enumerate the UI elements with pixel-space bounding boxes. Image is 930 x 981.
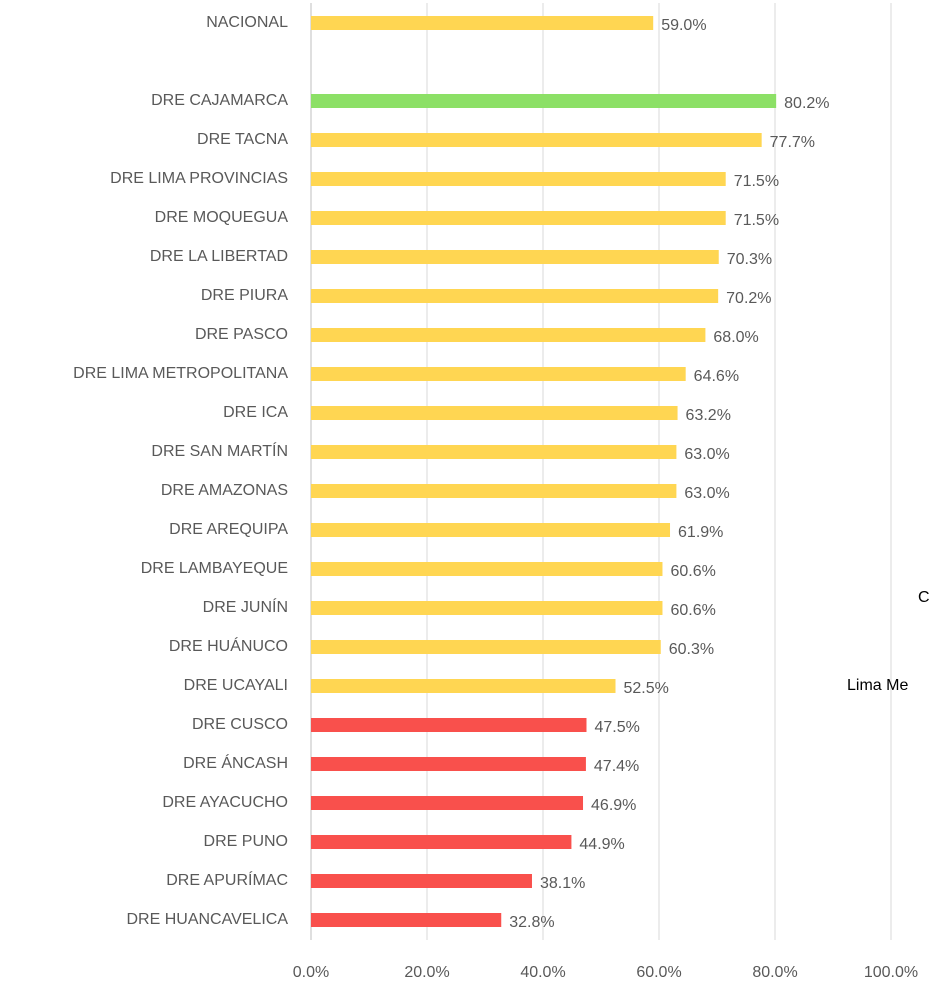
bar: [311, 679, 616, 693]
value-label: 61.9%: [678, 524, 723, 541]
y-tick-label: DRE CUSCO: [192, 716, 288, 733]
y-tick-label: DRE HUÁNUCO: [169, 636, 288, 655]
value-label: 64.6%: [694, 368, 739, 385]
value-label: 44.9%: [579, 836, 624, 853]
y-tick-label: DRE PUNO: [204, 833, 288, 850]
bar: [311, 835, 572, 849]
y-tick-label: DRE JUNÍN: [203, 597, 288, 616]
annotation: C: [918, 589, 930, 606]
y-tick-label: DRE PIURA: [201, 287, 288, 304]
y-tick-label: DRE MOQUEGUA: [155, 209, 289, 226]
y-tick-label: DRE PASCO: [195, 326, 288, 343]
value-label: 52.5%: [624, 680, 669, 697]
y-tick-label: DRE SAN MARTÍN: [151, 441, 288, 460]
y-tick-label: DRE UCAYALI: [184, 677, 288, 694]
y-tick-label: DRE APURÍMAC: [166, 870, 288, 889]
bar: [311, 289, 719, 303]
y-tick-label: DRE LA LIBERTAD: [150, 248, 288, 265]
bar: [311, 406, 678, 420]
value-label: 32.8%: [509, 914, 554, 931]
y-tick-label: DRE ÁNCASH: [183, 753, 288, 772]
value-label: 60.6%: [670, 602, 715, 619]
y-tick-label: NACIONAL: [206, 14, 288, 31]
value-label: 63.0%: [684, 485, 729, 502]
x-tick-label: 0.0%: [293, 964, 329, 981]
bar: [311, 601, 663, 615]
bar: [311, 484, 677, 498]
value-label: 77.7%: [770, 134, 815, 151]
y-tick-label: DRE AYACUCHO: [162, 794, 288, 811]
bar: [311, 94, 777, 108]
value-label: 60.6%: [670, 563, 715, 580]
value-label: 63.0%: [684, 446, 729, 463]
value-label: 38.1%: [540, 875, 585, 892]
bar: [311, 250, 719, 264]
bar: [311, 133, 762, 147]
x-tick-label: 100.0%: [864, 964, 918, 981]
y-tick-label: DRE HUANCAVELICA: [126, 911, 288, 928]
y-tick-label: DRE LIMA METROPOLITANA: [73, 365, 288, 382]
y-tick-label: DRE CAJAMARCA: [151, 92, 288, 109]
x-tick-label: 40.0%: [520, 964, 565, 981]
value-label: 80.2%: [784, 95, 829, 112]
y-tick-label: DRE TACNA: [197, 131, 288, 148]
bar: [311, 562, 663, 576]
y-tick-label: DRE AREQUIPA: [169, 521, 288, 538]
value-label: 59.0%: [661, 17, 706, 34]
bar: [311, 757, 586, 771]
bar: [311, 328, 706, 342]
bar: [311, 523, 671, 537]
value-label: 71.5%: [734, 173, 779, 190]
bar: [311, 367, 686, 381]
bar: [311, 640, 661, 654]
value-label: 70.2%: [726, 290, 771, 307]
x-tick-label: 20.0%: [404, 964, 449, 981]
bar: [311, 874, 532, 888]
bar: [311, 445, 677, 459]
y-tick-label: DRE LAMBAYEQUE: [141, 560, 288, 577]
bar: [311, 16, 654, 30]
annotation: Lima Me: [847, 677, 908, 694]
x-tick-label: 60.0%: [636, 964, 681, 981]
value-label: 46.9%: [591, 797, 636, 814]
bar: [311, 211, 726, 225]
value-label: 71.5%: [734, 212, 779, 229]
y-tick-label: DRE LIMA PROVINCIAS: [110, 170, 288, 187]
bar: [311, 796, 584, 810]
bar: [311, 172, 726, 186]
value-label: 63.2%: [686, 407, 731, 424]
value-label: 70.3%: [727, 251, 772, 268]
value-label: 68.0%: [713, 329, 758, 346]
bar: [311, 718, 587, 732]
bar: [311, 913, 502, 927]
value-label: 47.5%: [595, 719, 640, 736]
x-tick-label: 80.0%: [752, 964, 797, 981]
y-tick-label: DRE AMAZONAS: [161, 482, 288, 499]
y-tick-label: DRE ICA: [223, 404, 288, 421]
value-label: 47.4%: [594, 758, 639, 775]
value-label: 60.3%: [669, 641, 714, 658]
